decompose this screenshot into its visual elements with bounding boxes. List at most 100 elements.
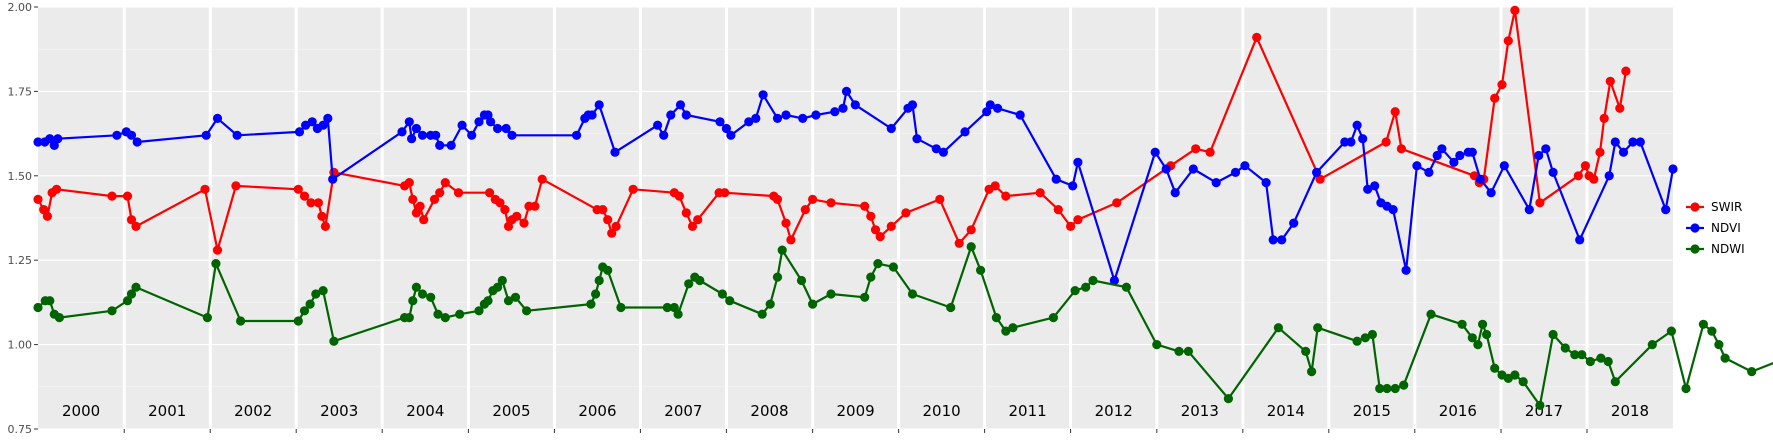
data-point-ndwi bbox=[1426, 309, 1436, 319]
data-point-ndwi bbox=[907, 289, 918, 299]
data-point-swir bbox=[1205, 147, 1215, 157]
data-point-ndvi bbox=[1261, 178, 1271, 188]
data-point-ndwi bbox=[1313, 323, 1323, 333]
data-point-swir bbox=[781, 218, 791, 228]
year-label: 2011 bbox=[1009, 402, 1047, 420]
data-point-ndwi bbox=[772, 272, 783, 282]
data-point-ndwi bbox=[1577, 350, 1587, 360]
legend-label-ndwi: NDWI bbox=[1711, 242, 1745, 256]
data-point-ndwi bbox=[474, 306, 484, 316]
data-point-ndwi bbox=[1610, 377, 1620, 387]
data-point-ndvi bbox=[1277, 235, 1287, 245]
data-point-swir bbox=[1066, 221, 1076, 231]
data-point-swir bbox=[786, 235, 796, 245]
data-point-swir bbox=[495, 198, 505, 208]
data-point-ndwi bbox=[888, 262, 899, 272]
data-point-ndwi bbox=[717, 289, 728, 299]
data-point-ndwi bbox=[107, 306, 117, 316]
data-point-swir bbox=[512, 211, 522, 221]
data-point-swir bbox=[687, 221, 698, 231]
data-point-ndwi bbox=[408, 296, 418, 306]
data-point-ndvi bbox=[112, 130, 122, 140]
data-point-ndvi bbox=[960, 127, 970, 137]
data-point-swir bbox=[1035, 188, 1045, 198]
data-point-ndwi bbox=[1535, 400, 1545, 410]
data-point-ndvi bbox=[411, 123, 421, 134]
data-point-ndvi bbox=[841, 86, 852, 96]
data-point-ndvi bbox=[126, 130, 137, 140]
data-point-ndwi bbox=[1457, 319, 1467, 329]
year-labels: 2000 2001 2002 2003 2004 2005 2006 2007 2008 2009… bbox=[62, 402, 1649, 420]
data-point-ndwi bbox=[1174, 346, 1184, 356]
year-label: 2008 bbox=[750, 402, 788, 420]
data-point-ndwi bbox=[1490, 363, 1500, 373]
data-point-ndwi bbox=[1375, 383, 1385, 394]
data-point-ndwi bbox=[433, 309, 443, 319]
data-point-ndvi bbox=[493, 123, 503, 134]
data-point-swir bbox=[1605, 76, 1615, 86]
data-point-ndvi bbox=[653, 120, 663, 130]
data-point-swir bbox=[901, 208, 911, 218]
data-point-ndwi bbox=[616, 302, 626, 313]
data-point-swir bbox=[1053, 205, 1063, 215]
data-point-ndwi bbox=[1121, 282, 1131, 292]
data-point-ndwi bbox=[808, 299, 818, 309]
data-point-ndwi bbox=[329, 336, 339, 346]
data-point-ndwi bbox=[426, 292, 436, 302]
data-point-ndvi bbox=[1437, 144, 1447, 154]
data-point-ndvi bbox=[1449, 157, 1459, 167]
data-point-ndvi bbox=[1073, 157, 1083, 167]
data-point-swir bbox=[1390, 107, 1400, 117]
data-point-ndwi bbox=[1720, 353, 1730, 363]
data-point-swir bbox=[990, 181, 1000, 191]
data-point-ndvi bbox=[397, 127, 407, 137]
data-point-ndvi bbox=[715, 117, 725, 127]
data-point-ndwi bbox=[594, 275, 604, 286]
data-point-ndvi bbox=[404, 117, 414, 127]
data-point-swir bbox=[693, 215, 703, 225]
data-point-ndwi bbox=[299, 306, 310, 316]
data-point-swir bbox=[1599, 113, 1609, 123]
data-point-ndvi bbox=[1363, 184, 1373, 194]
legend: SWIR NDVI NDWI bbox=[1686, 200, 1745, 256]
data-point-ndvi bbox=[675, 100, 686, 110]
data-point-ndwi bbox=[497, 275, 507, 286]
data-point-ndvi bbox=[721, 123, 732, 134]
data-point-swir bbox=[126, 215, 137, 225]
data-point-swir bbox=[1535, 198, 1545, 208]
data-point-ndwi bbox=[1510, 370, 1520, 380]
data-point-ndvi bbox=[751, 113, 761, 123]
data-point-ndwi bbox=[866, 272, 876, 282]
data-point-swir bbox=[1073, 215, 1083, 225]
data-point-swir bbox=[1191, 144, 1201, 154]
y-tick-label: 1.75 bbox=[8, 85, 33, 98]
data-point-ndwi bbox=[1482, 329, 1492, 340]
data-point-swir bbox=[935, 194, 945, 204]
data-point-swir bbox=[39, 205, 49, 215]
data-point-swir bbox=[1580, 161, 1590, 171]
data-point-ndvi bbox=[1161, 164, 1171, 174]
data-point-ndvi bbox=[1370, 181, 1380, 191]
data-point-ndwi bbox=[54, 313, 64, 323]
data-point-swir bbox=[1001, 191, 1011, 201]
legend-key-point bbox=[1690, 223, 1700, 233]
data-point-ndvi bbox=[1635, 137, 1645, 147]
data-point-ndwi bbox=[1647, 340, 1657, 350]
data-point-ndvi bbox=[594, 100, 604, 110]
data-point-ndvi bbox=[307, 117, 317, 127]
data-point-swir bbox=[866, 211, 876, 221]
data-point-ndvi bbox=[467, 130, 477, 140]
data-point-ndvi bbox=[1346, 137, 1356, 147]
data-point-swir bbox=[860, 201, 870, 211]
data-point-ndwi bbox=[1081, 282, 1091, 292]
data-point-swir bbox=[720, 188, 730, 198]
data-point-ndvi bbox=[659, 130, 669, 140]
data-point-swir bbox=[800, 205, 810, 215]
data-point-swir bbox=[485, 188, 495, 198]
data-point-ndvi bbox=[212, 113, 223, 123]
data-point-ndwi bbox=[1467, 333, 1477, 343]
data-point-ndwi bbox=[1570, 350, 1580, 360]
data-point-swir bbox=[107, 191, 117, 201]
data-point-ndwi bbox=[1666, 326, 1676, 336]
data-point-ndvi bbox=[1188, 164, 1198, 174]
